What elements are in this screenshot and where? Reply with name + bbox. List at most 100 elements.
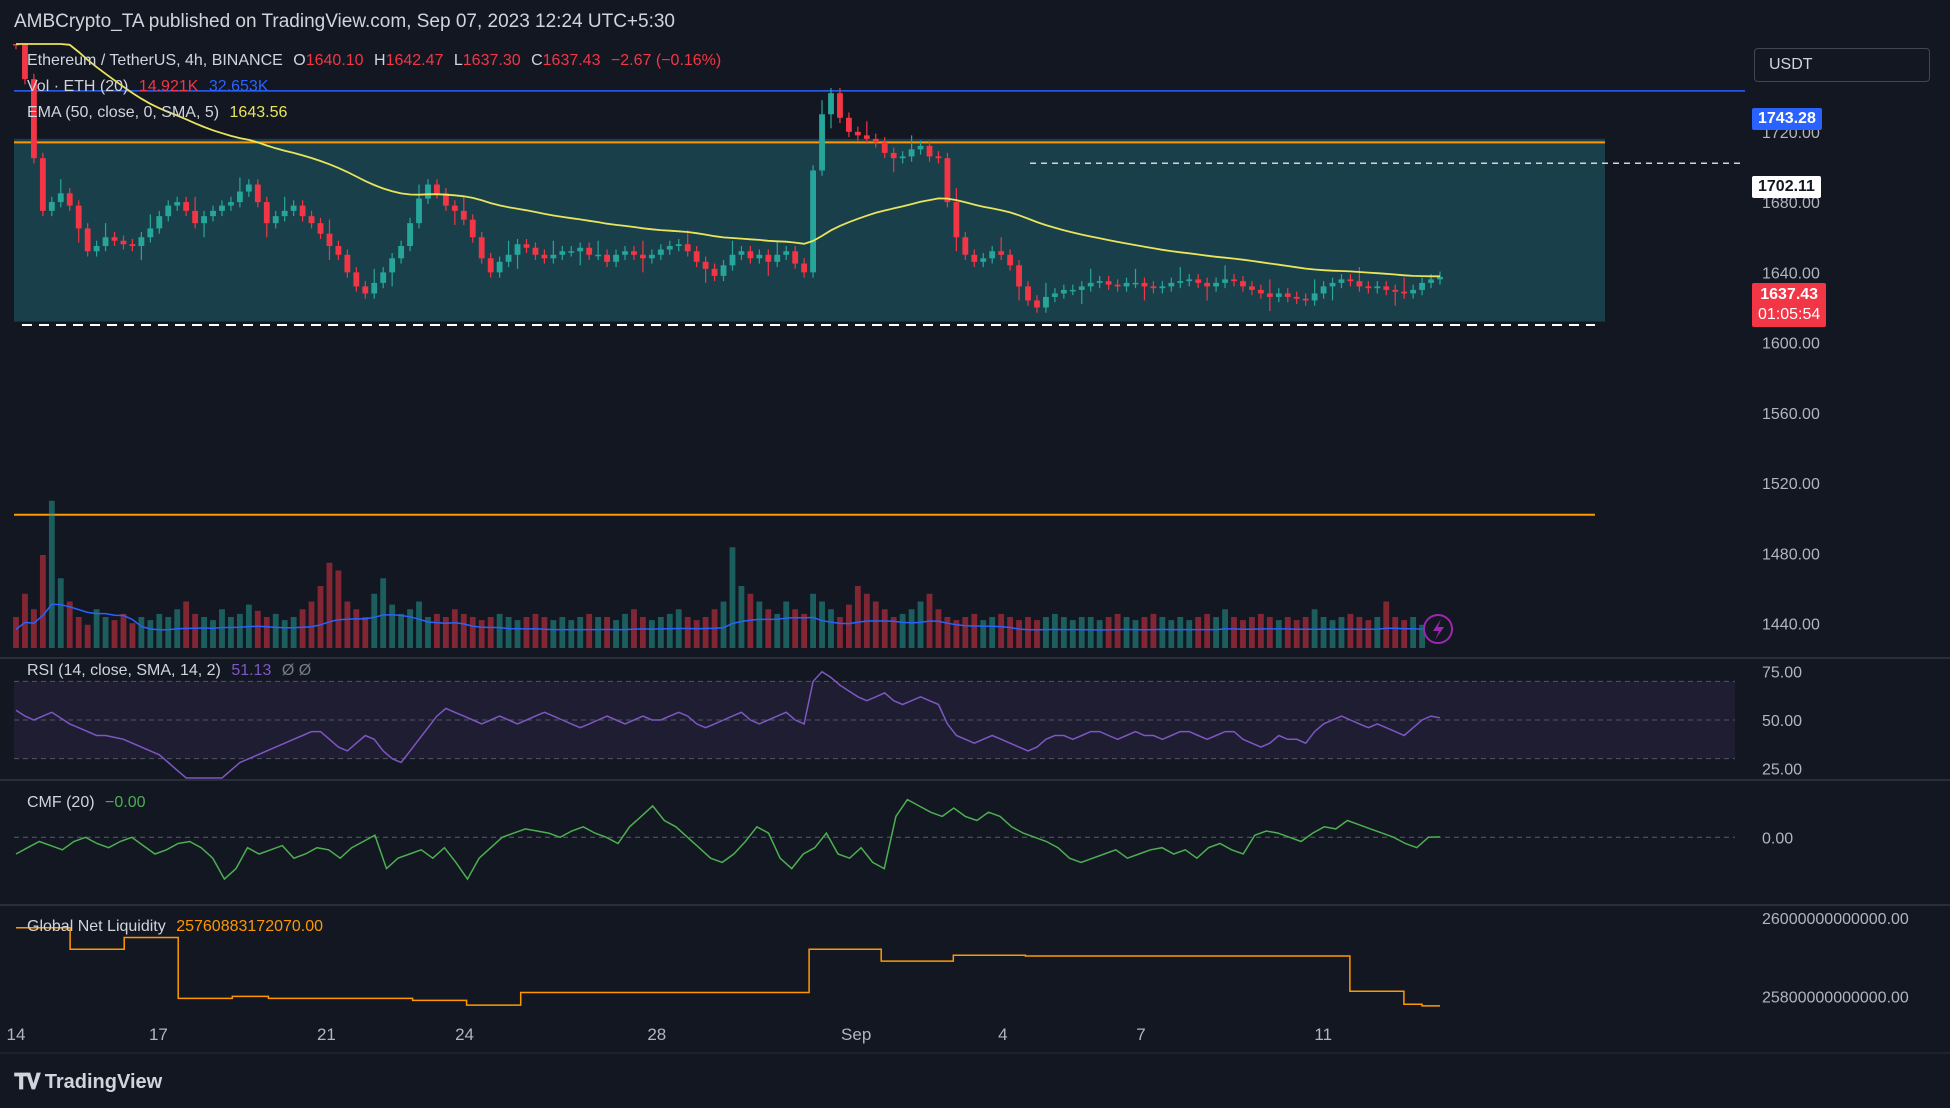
ema-label[interactable]: EMA (50, close, 0, SMA, 5)	[27, 104, 220, 121]
time-tick-label: 4	[998, 1025, 1007, 1044]
volume-bar	[353, 609, 360, 648]
volume-bar	[1159, 617, 1166, 648]
volume-bar	[434, 613, 440, 648]
volume-bar	[442, 617, 449, 648]
candle-body	[837, 93, 843, 118]
candle-body	[1069, 289, 1076, 292]
candle-body	[1195, 279, 1202, 283]
volume-bar	[1293, 620, 1300, 648]
candle-body	[738, 251, 745, 255]
candle-body	[657, 249, 664, 255]
volume-bar	[22, 593, 28, 648]
price-tick-label: 1600.00	[1762, 336, 1820, 353]
rsi-extra: Ø Ø	[281, 662, 312, 679]
open-value: 1640.10	[305, 52, 364, 69]
volume-bar	[1051, 613, 1058, 648]
candle-body	[1437, 276, 1443, 280]
volume-bar	[1213, 617, 1220, 648]
volume-bar	[487, 617, 494, 648]
candle-body	[926, 145, 933, 157]
candle-body	[210, 210, 216, 217]
volume-bar	[201, 617, 207, 648]
volume-bar	[1266, 617, 1273, 648]
volume-bar	[559, 617, 566, 648]
volume-bar	[1257, 613, 1264, 648]
candle-body	[577, 247, 584, 252]
candle-body	[335, 246, 342, 255]
candle-body	[1383, 286, 1390, 290]
candle-body	[944, 158, 951, 203]
candle-body	[756, 254, 763, 259]
candle-body	[1132, 282, 1139, 285]
candle-body	[147, 228, 154, 238]
candle-body	[84, 228, 91, 252]
candle-body	[890, 152, 897, 159]
volume-bar	[657, 617, 664, 648]
candle-body	[1123, 282, 1130, 287]
candle-body	[881, 142, 888, 153]
price-tick-label: 1640.00	[1762, 265, 1820, 282]
candle-body	[460, 210, 467, 220]
candle-body	[281, 210, 288, 217]
volume-bar	[908, 609, 915, 648]
currency-selector[interactable]: USDT	[1754, 48, 1930, 82]
close-label: C	[531, 52, 543, 69]
candle-body	[299, 205, 306, 217]
volume-bar	[407, 609, 413, 648]
candle-body	[917, 145, 924, 150]
volume-ma-value: 32.653K	[208, 78, 269, 95]
gnl-tick-label: 26000000000000.00	[1762, 911, 1909, 928]
volume-bar	[1168, 620, 1175, 648]
volume-bar	[980, 620, 987, 648]
candle-body	[308, 216, 315, 224]
candle-body	[75, 205, 82, 229]
candle-body	[371, 282, 378, 294]
price-tick-label: 1560.00	[1762, 406, 1820, 423]
candle-body	[559, 251, 566, 255]
gnl-label[interactable]: Global Net Liquidity	[27, 918, 166, 935]
volume-bar	[783, 601, 790, 648]
volume-bar	[129, 623, 136, 648]
volume-bar	[1338, 617, 1345, 648]
candle-body	[523, 244, 530, 248]
candle-body	[1078, 286, 1085, 290]
volume-bar	[228, 617, 234, 648]
candle-body	[442, 193, 449, 206]
symbol-name[interactable]: Ethereum / TetherUS, 4h, BINANCE	[27, 52, 283, 69]
candle-body	[640, 254, 646, 259]
cmf-label[interactable]: CMF (20)	[27, 794, 95, 811]
cmf-pane	[14, 798, 1735, 881]
volume-bar	[738, 586, 745, 648]
rsi-label[interactable]: RSI (14, close, SMA, 14, 2)	[27, 662, 221, 679]
time-tick-label: 11	[1314, 1025, 1332, 1044]
volume-bar	[102, 617, 109, 648]
volume-bar	[1347, 613, 1354, 648]
candle-body	[389, 258, 396, 273]
candle-body	[1060, 289, 1067, 294]
time-tick-label: Sep	[841, 1025, 871, 1044]
candle-body	[1401, 291, 1408, 294]
price-pane	[13, 43, 1745, 648]
volume-bar	[998, 613, 1005, 648]
lightning-icon[interactable]	[1423, 614, 1453, 644]
tradingview-logo-icon: 𝐓𝐕	[14, 1069, 41, 1094]
volume-bar	[111, 620, 118, 648]
volume-bar	[326, 562, 333, 648]
volume-label[interactable]: Vol · ETH (20)	[27, 78, 129, 95]
candle-body	[586, 247, 593, 255]
volume-bar	[568, 620, 575, 648]
volume-bar	[1231, 617, 1237, 648]
candle-body	[550, 254, 557, 259]
time-tick-label: 24	[455, 1025, 474, 1044]
volume-bar	[263, 617, 270, 648]
volume-bar	[801, 613, 808, 648]
dashed-line-price-tag: 1702.11	[1752, 176, 1821, 198]
volume-bar	[1096, 620, 1103, 648]
volume-bar	[962, 617, 969, 648]
rsi-legend: RSI (14, close, SMA, 14, 2) 51.13 Ø Ø	[27, 662, 317, 680]
candle-body	[631, 251, 637, 255]
volume-bar	[290, 617, 297, 648]
volume-bar	[747, 593, 754, 648]
volume-bar	[523, 617, 530, 648]
